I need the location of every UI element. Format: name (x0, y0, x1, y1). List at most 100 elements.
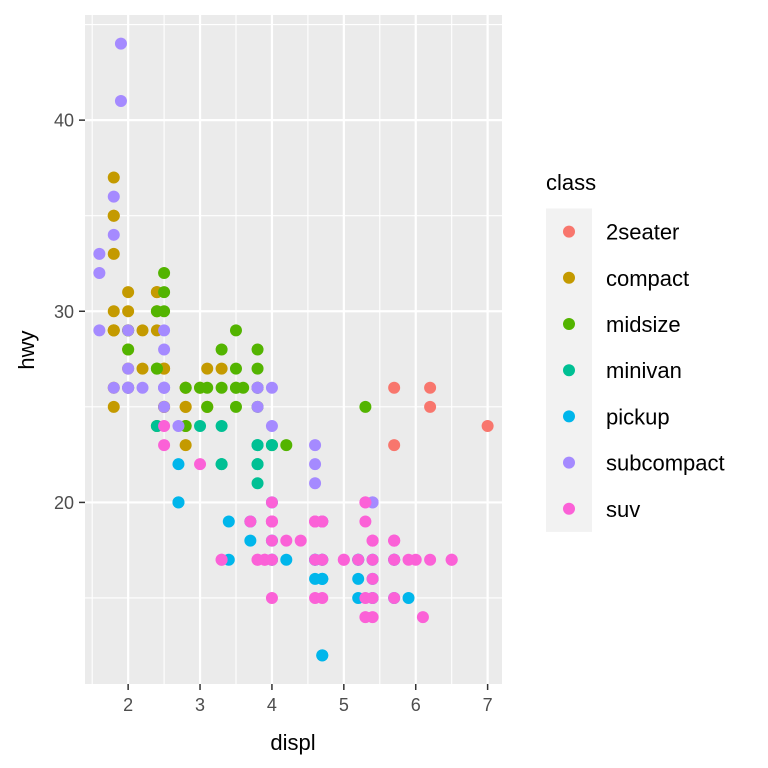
point-subcompact (107, 190, 120, 203)
point-subcompact (107, 228, 120, 241)
x-axis-title: displ (270, 730, 315, 755)
point-compact (179, 400, 192, 413)
point-minivan (265, 439, 278, 452)
point-suv (366, 553, 379, 566)
point-midsize (359, 400, 372, 413)
point-subcompact (309, 458, 322, 471)
point-2seater (424, 381, 437, 394)
point-pickup (352, 572, 365, 585)
point-midsize (150, 362, 163, 375)
point-suv (402, 553, 415, 566)
point-midsize (215, 343, 228, 356)
grid-minor (85, 15, 502, 684)
x-tick-label: 2 (123, 695, 133, 715)
legend: class 2seater compact midsize minivan pickup… (546, 170, 725, 532)
point-midsize (229, 400, 242, 413)
point-suv (158, 439, 171, 452)
point-suv (244, 515, 257, 528)
point-subcompact (158, 381, 171, 394)
point-subcompact (158, 400, 171, 413)
point-pickup (402, 591, 415, 604)
point-suv (416, 611, 429, 624)
x-tick-label: 3 (195, 695, 205, 715)
y-axis: 20 30 40 (54, 111, 85, 513)
point-2seater (388, 439, 401, 452)
point-suv (215, 553, 228, 566)
legend-label-minivan: minivan (606, 358, 682, 383)
point-compact (215, 362, 228, 375)
y-tick-label: 40 (54, 111, 74, 131)
point-minivan (215, 458, 228, 471)
point-subcompact (158, 343, 171, 356)
point-suv (309, 553, 322, 566)
point-suv (366, 591, 379, 604)
point-compact (179, 439, 192, 452)
point-subcompact (136, 381, 149, 394)
point-midsize (280, 439, 293, 452)
point-subcompact (114, 95, 127, 108)
point-subcompact (93, 324, 106, 337)
point-subcompact (309, 477, 322, 490)
point-compact (136, 324, 149, 337)
point-minivan (251, 439, 264, 452)
point-midsize (229, 381, 242, 394)
point-suv (424, 553, 437, 566)
point-compact (201, 362, 214, 375)
point-suv (359, 515, 372, 528)
point-2seater (481, 419, 494, 432)
point-subcompact (114, 37, 127, 50)
point-subcompact (158, 324, 171, 337)
point-suv (265, 534, 278, 547)
legend-label-compact: compact (606, 266, 689, 291)
point-subcompact (93, 267, 106, 280)
point-suv (359, 496, 372, 509)
point-subcompact (107, 381, 120, 394)
point-subcompact (309, 439, 322, 452)
point-compact (107, 247, 120, 260)
point-suv (337, 553, 350, 566)
point-suv (265, 496, 278, 509)
panel-background (85, 15, 502, 684)
point-midsize (158, 267, 171, 280)
point-suv (388, 553, 401, 566)
legend-title: class (546, 170, 596, 195)
legend-label-pickup: pickup (606, 404, 670, 429)
point-midsize (229, 324, 242, 337)
point-subcompact (265, 419, 278, 432)
point-suv (294, 534, 307, 547)
point-midsize (158, 286, 171, 299)
point-pickup (172, 496, 185, 509)
point-subcompact (122, 381, 135, 394)
point-suv (194, 458, 207, 471)
point-midsize (251, 343, 264, 356)
legend-key-minivan (563, 364, 575, 377)
legend-key-compact (563, 271, 575, 284)
x-tick-label: 5 (339, 695, 349, 715)
point-subcompact (265, 381, 278, 394)
y-axis-title: hwy (14, 330, 39, 369)
point-pickup (222, 515, 235, 528)
legend-key-suv (563, 502, 575, 515)
point-suv (359, 611, 372, 624)
point-pickup (244, 534, 257, 547)
point-suv (280, 534, 293, 547)
point-suv (366, 534, 379, 547)
legend-key-2seater (563, 225, 575, 238)
point-suv (388, 534, 401, 547)
point-suv (265, 515, 278, 528)
legend-label-midsize: midsize (606, 312, 681, 337)
point-subcompact (172, 419, 185, 432)
point-compact (107, 209, 120, 222)
legend-label-2seater: 2seater (606, 220, 679, 245)
point-suv (352, 553, 365, 566)
point-midsize (194, 381, 207, 394)
point-midsize (179, 381, 192, 394)
point-suv (251, 553, 264, 566)
grid-major (85, 15, 502, 684)
point-pickup (316, 649, 329, 662)
x-tick-label: 7 (483, 695, 493, 715)
point-suv (316, 591, 329, 604)
point-midsize (122, 343, 135, 356)
point-subcompact (122, 362, 135, 375)
legend-key-midsize (563, 318, 575, 330)
